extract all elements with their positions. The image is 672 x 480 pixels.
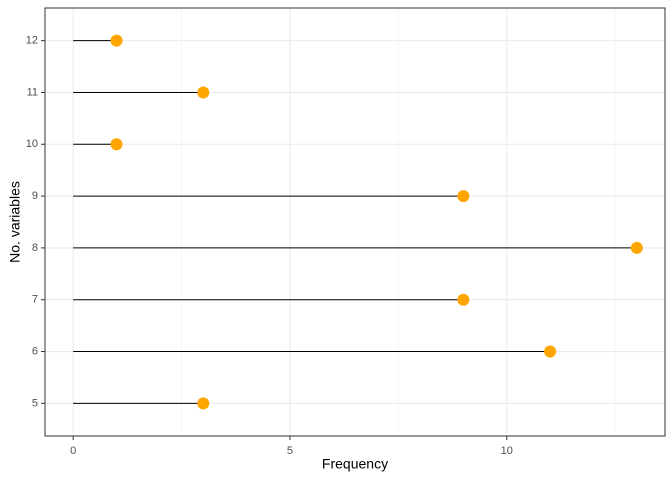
y-tick-label: 7 [32, 294, 38, 306]
y-tick-label: 5 [32, 397, 38, 409]
point [110, 138, 123, 151]
point [457, 190, 470, 203]
panel-border [44, 7, 666, 437]
point [457, 293, 470, 306]
point [197, 397, 210, 410]
x-tick-label: 0 [70, 445, 76, 457]
y-tick-label: 6 [32, 345, 38, 357]
y-tick-label: 10 [26, 138, 38, 150]
y-tick-label: 8 [32, 242, 38, 254]
point [110, 34, 123, 47]
x-tick-label: 5 [287, 445, 293, 457]
y-tick-label: 12 [26, 35, 38, 47]
y-axis-title: No. variables [7, 181, 23, 263]
y-tick-label: 9 [32, 190, 38, 202]
point [630, 241, 643, 254]
y-tick-label: 11 [27, 86, 38, 98]
point [544, 345, 557, 358]
x-tick-label: 10 [501, 445, 513, 457]
point [197, 86, 210, 99]
x-axis-title: Frequency [322, 456, 388, 472]
